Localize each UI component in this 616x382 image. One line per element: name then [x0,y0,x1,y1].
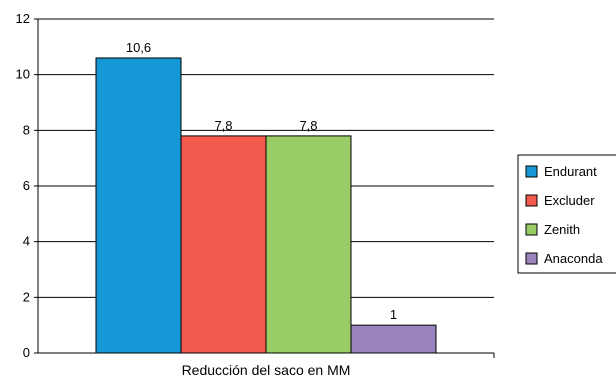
legend-label-excluder: Excluder [544,193,595,208]
y-tick-label: 0 [23,345,30,360]
y-tick-label: 2 [23,289,30,304]
legend-label-endurant: Endurant [544,164,597,179]
bar-anaconda [350,324,437,354]
y-tick-label: 4 [23,234,30,249]
data-label-endurant: 10,6 [126,40,151,55]
x-axis [38,352,495,358]
y-tick-label: 10 [16,67,30,82]
legend-swatch-zenith [525,223,538,236]
data-label-excluder: 7,8 [214,118,232,133]
legend-label-zenith: Zenith [544,222,580,237]
y-axis: 0 2 4 6 8 10 12 [16,11,39,360]
legend-label-anaconda: Anaconda [544,251,603,266]
legend-swatch-endurant [525,165,538,178]
data-label-zenith: 7,8 [299,118,317,133]
y-tick-label: 6 [23,178,30,193]
data-label-anaconda: 1 [390,307,397,322]
bar-zenith [265,135,352,354]
data-labels: 10,6 7,8 7,8 1 [126,40,397,322]
x-axis-title: Reducción del saco en MM [182,362,351,378]
legend: Endurant Excluder Zenith Anaconda [517,154,616,274]
bar-excluder [180,135,267,354]
y-tick-label: 12 [16,11,30,26]
y-tick-label: 8 [23,122,30,137]
bars [95,57,437,354]
bar-endurant [95,57,182,354]
legend-swatch-anaconda [525,252,538,265]
legend-swatch-excluder [525,194,538,207]
